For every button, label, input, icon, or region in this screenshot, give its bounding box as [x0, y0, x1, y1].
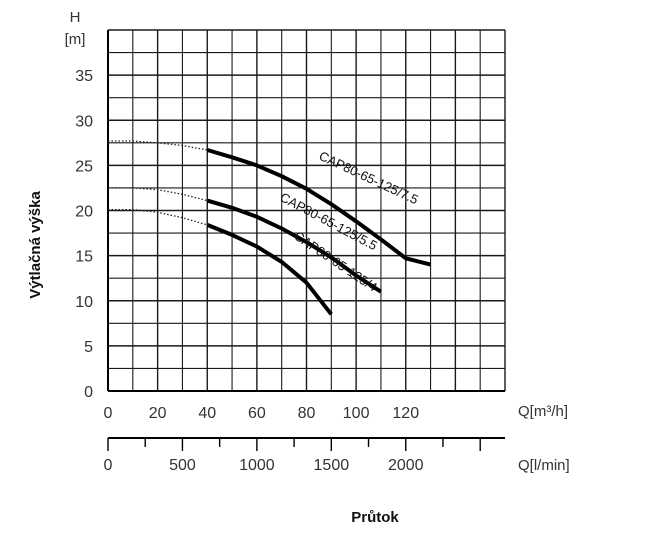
y-tick-label: 15 — [75, 249, 93, 266]
curve-label: CAP80-65-125/5.5 — [278, 189, 380, 253]
y-tick-label: 25 — [75, 158, 93, 175]
curve-solid-segment — [206, 223, 333, 316]
y-tick-label: 20 — [75, 204, 93, 221]
curve-dotted-segment — [108, 140, 208, 151]
curve-dotted-segment — [108, 208, 208, 226]
x2-axis-unit: Q[l/min] — [518, 457, 570, 474]
secondary-x-axis: 0 500 1000 1500 2000 — [104, 437, 505, 474]
x-tick-label: 20 — [149, 405, 167, 422]
x-axis-title: Průtok — [351, 509, 399, 526]
curves — [108, 140, 432, 316]
y-tick-label: 10 — [75, 294, 93, 311]
y-tick-label: 35 — [75, 68, 93, 85]
x-tick-label: 80 — [298, 405, 316, 422]
x2-tick-label: 500 — [169, 457, 196, 474]
x-tick-label: 120 — [392, 405, 419, 422]
x2-tick-label: 0 — [104, 457, 113, 474]
curve-solid-segment — [206, 148, 432, 267]
x2-tick-label: 2000 — [388, 457, 424, 474]
curve-dotted-segment — [108, 187, 208, 202]
axes — [107, 30, 505, 392]
x-axis-unit: Q[m³/h] — [518, 403, 568, 420]
y-unit-bottom: [m] — [65, 31, 86, 48]
y-axis-title: Výtlačná výška — [27, 191, 44, 299]
x2-tick-label: 1000 — [239, 457, 275, 474]
x-tick-label: 0 — [104, 405, 113, 422]
x-tick-label: 60 — [248, 405, 266, 422]
curve-solid-segment — [206, 198, 382, 294]
y-unit-top: H — [70, 9, 81, 26]
y-tick-label: 5 — [84, 339, 93, 356]
x-tick-label: 100 — [343, 405, 370, 422]
y-tick-label: 30 — [75, 113, 93, 130]
x-tick-label: 40 — [198, 405, 216, 422]
x2-tick-label: 1500 — [314, 457, 350, 474]
y-tick-label: 0 — [84, 384, 93, 401]
